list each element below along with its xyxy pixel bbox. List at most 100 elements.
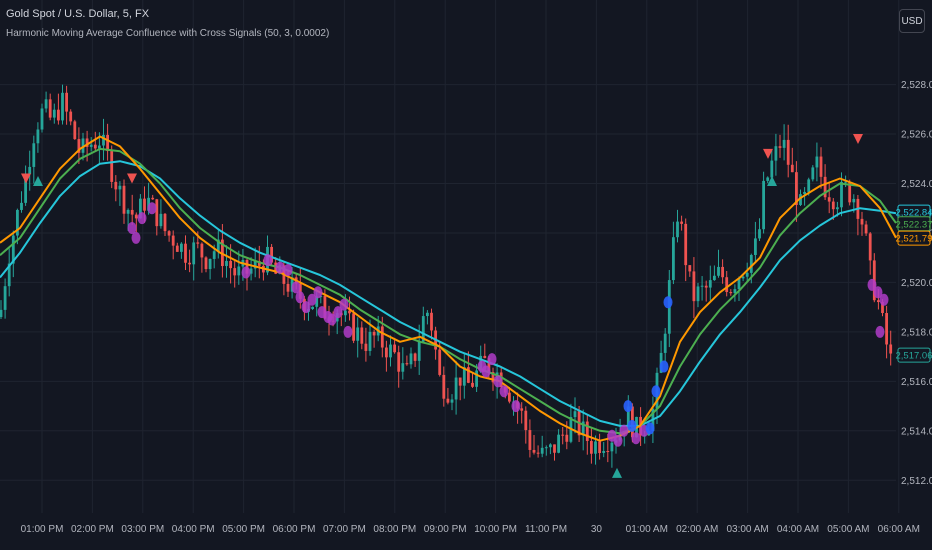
candle-body [61,92,64,121]
candle-body [524,410,528,431]
candle-body [827,197,831,202]
bearish-signal-dot [127,222,137,235]
bearish-signal-dot [867,278,877,291]
bullish-signal-dot [663,296,673,309]
candle-body [745,272,749,277]
x-tick-label: 02:00 PM [71,524,114,535]
candle-body [413,353,417,361]
bearish-signal-dot [879,293,889,306]
bearish-signal-dot [631,432,641,445]
candle-body [184,243,187,263]
price-label-box [897,230,931,246]
candle-body [380,326,384,348]
candle-body [749,254,753,273]
candle-body [758,229,761,239]
moving-averages [0,135,897,442]
candle-body [352,313,355,341]
candle-body [151,197,155,200]
candle-body [192,242,196,265]
y-tick-label: 2,524.00 [901,179,932,190]
candle-body [626,406,630,433]
price-label-text: 2,517.06 [896,351,932,362]
bullish-signal-dot [645,422,655,435]
candle-body [298,283,302,299]
bearish-signal-dot [499,385,509,398]
candle-body [708,280,712,288]
bearish-signal-dot [613,434,623,447]
bearish-signal-dot [263,254,273,267]
x-tick-label: 10:00 PM [474,524,517,535]
candle-body [130,209,134,215]
candle-body [102,134,105,146]
candle-body [549,444,552,448]
x-tick-label: 09:00 PM [424,524,467,535]
bearish-signal-dot [327,313,337,326]
indicator-title[interactable]: Harmonic Moving Average Confluence with … [6,28,330,39]
candle-body [774,146,778,161]
candle-body [397,352,401,372]
bearish-signal-dot [343,325,353,338]
cross-signals [21,133,889,478]
candle-body [868,233,872,261]
price-labels: 2,522.842,522.37 2,521.79 2,517.06 [896,204,932,363]
candle-body [89,144,93,147]
price-label-text: 2,522.37 [896,219,932,230]
candle-body [196,242,200,244]
candle-body [844,181,847,183]
bearish-signal-dot [131,231,141,244]
candle-body [700,285,704,287]
candle-body [782,139,786,148]
bearish-signal-dot [137,212,147,225]
ma-fast-line [0,135,897,442]
candle-body [819,156,823,177]
x-tick-label: 04:00 PM [172,524,215,535]
candle-body [385,347,388,358]
x-tick-label: 07:00 PM [323,524,366,535]
candle-body [57,109,60,121]
candle-body [458,377,462,386]
candle-body [257,261,261,266]
candle-body [594,441,597,454]
candle-body [528,430,532,450]
bullish-signal-dot [651,385,661,398]
candle-body [393,344,396,353]
candle-body [405,363,409,365]
candle-body [581,421,585,436]
candle-body [253,261,257,269]
candle-body [286,283,290,292]
candle-body [713,275,716,281]
bullish-signal-dot [623,400,633,413]
symbol-title[interactable]: Gold Spot / U.S. Dollar, 5, FX [6,8,150,20]
x-tick-label: 01:00 AM [626,524,668,535]
x-tick-label: 08:00 PM [373,524,416,535]
candle-body [52,109,56,118]
candle-body [73,121,77,140]
candle-body [225,260,228,267]
candle-body [553,444,556,453]
candle-body [134,214,138,219]
candle-body [442,374,446,399]
x-tick-label: 01:00 PM [21,524,64,535]
bearish-signal-dot [511,400,521,413]
candle-body [889,344,893,354]
candle-body [462,367,466,386]
candle-body [770,160,774,178]
candle-body [766,177,770,181]
x-tick-label: 02:00 AM [676,524,718,535]
currency-button[interactable]: USD [899,9,925,33]
candle-body [212,251,216,259]
time-axis[interactable]: 01:00 PM 02:00 PM 03:00 PM 04:00 PM 05:00 PM… [21,524,920,535]
candle-body [110,151,114,182]
candle-body [237,266,241,276]
bearish-signal-dot [301,301,311,314]
candle-body [831,201,835,210]
candle-body [860,218,864,225]
candle-body [24,173,27,203]
candle-body [389,344,392,358]
candle-body [815,156,819,168]
candle-body [786,139,790,165]
candle-body [561,434,565,436]
candle-body [171,235,175,246]
bearish-signal-dot [283,264,293,277]
